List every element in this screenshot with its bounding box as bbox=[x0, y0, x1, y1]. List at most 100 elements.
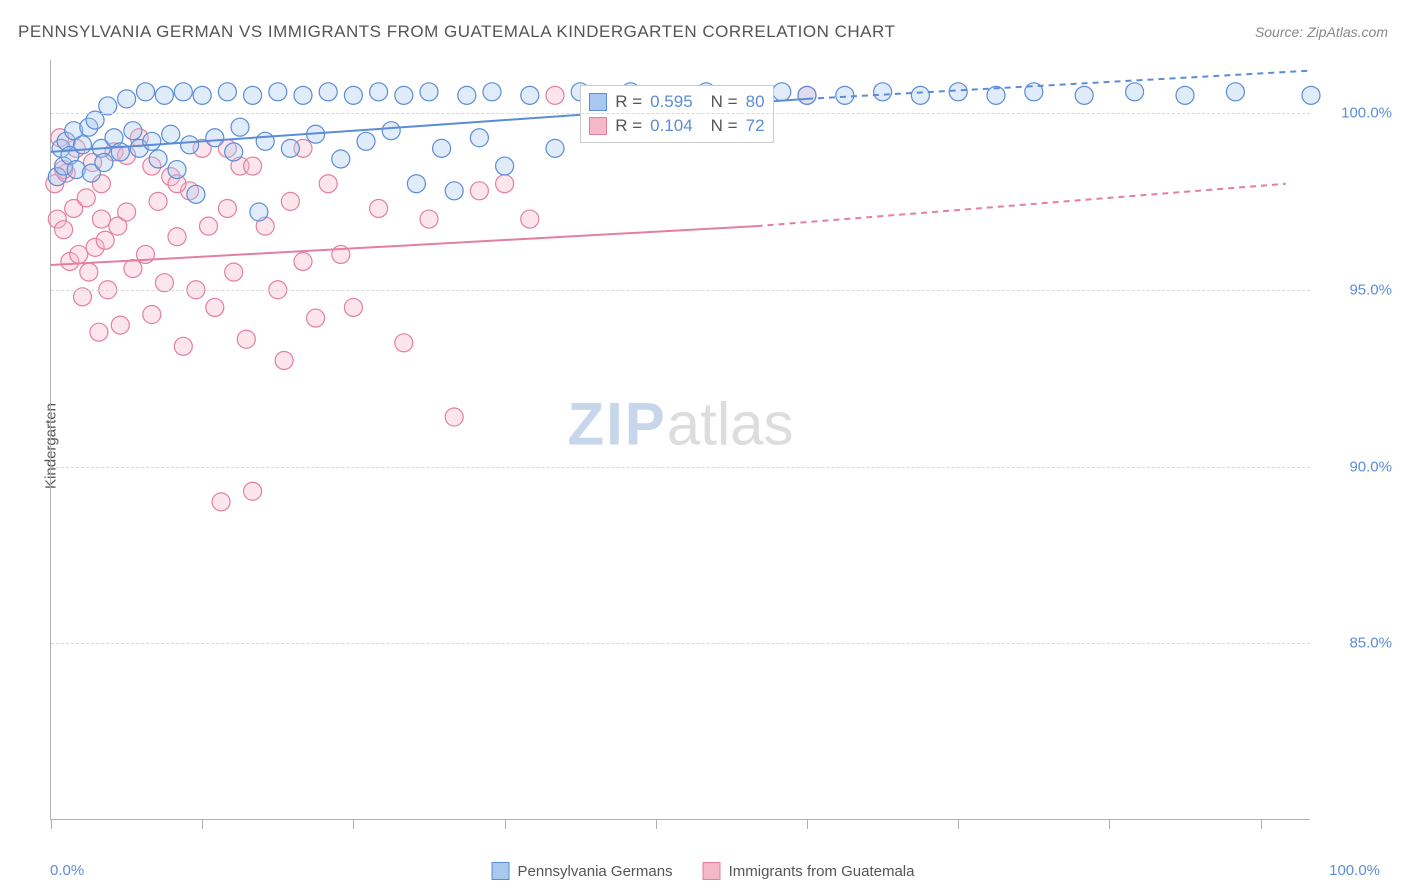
scatter-point bbox=[496, 175, 514, 193]
scatter-point bbox=[395, 334, 413, 352]
scatter-point bbox=[407, 175, 425, 193]
scatter-point bbox=[149, 192, 167, 210]
y-tick-label: 95.0% bbox=[1322, 281, 1392, 298]
gridline bbox=[51, 113, 1310, 114]
corr-n-value: 80 bbox=[746, 92, 765, 112]
legend-item-series1: Pennsylvania Germans bbox=[492, 862, 673, 880]
x-tick bbox=[1109, 819, 1110, 829]
scatter-point bbox=[382, 122, 400, 140]
scatter-point bbox=[225, 143, 243, 161]
correlation-row: R =0.595N =80 bbox=[589, 90, 764, 114]
scatter-point bbox=[206, 129, 224, 147]
corr-swatch bbox=[589, 93, 607, 111]
scatter-point bbox=[111, 316, 129, 334]
scatter-point bbox=[1075, 86, 1093, 104]
corr-n-value: 72 bbox=[746, 116, 765, 136]
scatter-point bbox=[174, 337, 192, 355]
x-tick bbox=[958, 819, 959, 829]
scatter-point bbox=[433, 139, 451, 157]
correlation-row: R =0.104N =72 bbox=[589, 114, 764, 138]
scatter-point bbox=[237, 330, 255, 348]
scatter-point bbox=[521, 210, 539, 228]
scatter-point bbox=[269, 83, 287, 101]
legend-bottom: Pennsylvania Germans Immigrants from Gua… bbox=[492, 862, 915, 880]
scatter-point bbox=[294, 86, 312, 104]
scatter-point bbox=[244, 482, 262, 500]
scatter-point bbox=[200, 217, 218, 235]
scatter-point bbox=[874, 83, 892, 101]
scatter-point bbox=[445, 408, 463, 426]
y-tick-label: 85.0% bbox=[1322, 635, 1392, 652]
scatter-point bbox=[836, 86, 854, 104]
scatter-point bbox=[1302, 86, 1320, 104]
scatter-point bbox=[187, 185, 205, 203]
scatter-point bbox=[124, 122, 142, 140]
scatter-point bbox=[218, 83, 236, 101]
x-axis-label-min: 0.0% bbox=[50, 862, 84, 880]
scatter-point bbox=[137, 83, 155, 101]
legend-swatch-2 bbox=[703, 862, 721, 880]
scatter-point bbox=[244, 86, 262, 104]
scatter-point bbox=[445, 182, 463, 200]
legend-swatch-1 bbox=[492, 862, 510, 880]
scatter-point bbox=[344, 86, 362, 104]
x-tick bbox=[51, 819, 52, 829]
scatter-point bbox=[149, 150, 167, 168]
scatter-point bbox=[95, 154, 113, 172]
gridline bbox=[51, 467, 1310, 468]
scatter-point bbox=[332, 150, 350, 168]
corr-swatch bbox=[589, 117, 607, 135]
scatter-point bbox=[70, 245, 88, 263]
plot-area: ZIPatlas R =0.595N =80R =0.104N =72 100.… bbox=[50, 60, 1310, 820]
scatter-point bbox=[250, 203, 268, 221]
scatter-point bbox=[118, 203, 136, 221]
scatter-point bbox=[181, 136, 199, 154]
scatter-point bbox=[231, 118, 249, 136]
chart-source: Source: ZipAtlas.com bbox=[1255, 24, 1388, 40]
scatter-point bbox=[370, 199, 388, 217]
scatter-point bbox=[395, 86, 413, 104]
x-tick bbox=[1261, 819, 1262, 829]
scatter-point bbox=[281, 192, 299, 210]
legend-label-2: Immigrants from Guatemala bbox=[729, 863, 915, 880]
scatter-point bbox=[80, 263, 98, 281]
scatter-point bbox=[143, 132, 161, 150]
scatter-point bbox=[496, 157, 514, 175]
legend-item-series2: Immigrants from Guatemala bbox=[703, 862, 915, 880]
gridline bbox=[51, 643, 1310, 644]
x-tick bbox=[656, 819, 657, 829]
chart-header: PENNSYLVANIA GERMAN VS IMMIGRANTS FROM G… bbox=[18, 22, 1388, 42]
scatter-point bbox=[256, 132, 274, 150]
scatter-point bbox=[1226, 83, 1244, 101]
scatter-point bbox=[193, 86, 211, 104]
corr-n-label: N = bbox=[711, 92, 738, 112]
scatter-point bbox=[162, 125, 180, 143]
scatter-point bbox=[55, 221, 73, 239]
scatter-point bbox=[319, 175, 337, 193]
scatter-point bbox=[949, 83, 967, 101]
scatter-point bbox=[546, 86, 564, 104]
scatter-point bbox=[344, 298, 362, 316]
gridline bbox=[51, 290, 1310, 291]
scatter-point bbox=[281, 139, 299, 157]
x-axis-label-max: 100.0% bbox=[1329, 862, 1380, 880]
scatter-point bbox=[773, 83, 791, 101]
chart-svg bbox=[51, 60, 1310, 819]
scatter-point bbox=[307, 309, 325, 327]
scatter-point bbox=[225, 263, 243, 281]
scatter-point bbox=[174, 83, 192, 101]
scatter-point bbox=[370, 83, 388, 101]
scatter-point bbox=[546, 139, 564, 157]
scatter-point bbox=[521, 86, 539, 104]
legend-label-1: Pennsylvania Germans bbox=[518, 863, 673, 880]
scatter-point bbox=[168, 161, 186, 179]
scatter-point bbox=[143, 306, 161, 324]
y-tick-label: 90.0% bbox=[1322, 458, 1392, 475]
scatter-point bbox=[319, 83, 337, 101]
x-tick bbox=[202, 819, 203, 829]
scatter-point bbox=[458, 86, 476, 104]
y-tick-label: 100.0% bbox=[1322, 105, 1392, 122]
scatter-point bbox=[911, 86, 929, 104]
scatter-point bbox=[420, 210, 438, 228]
x-tick bbox=[505, 819, 506, 829]
